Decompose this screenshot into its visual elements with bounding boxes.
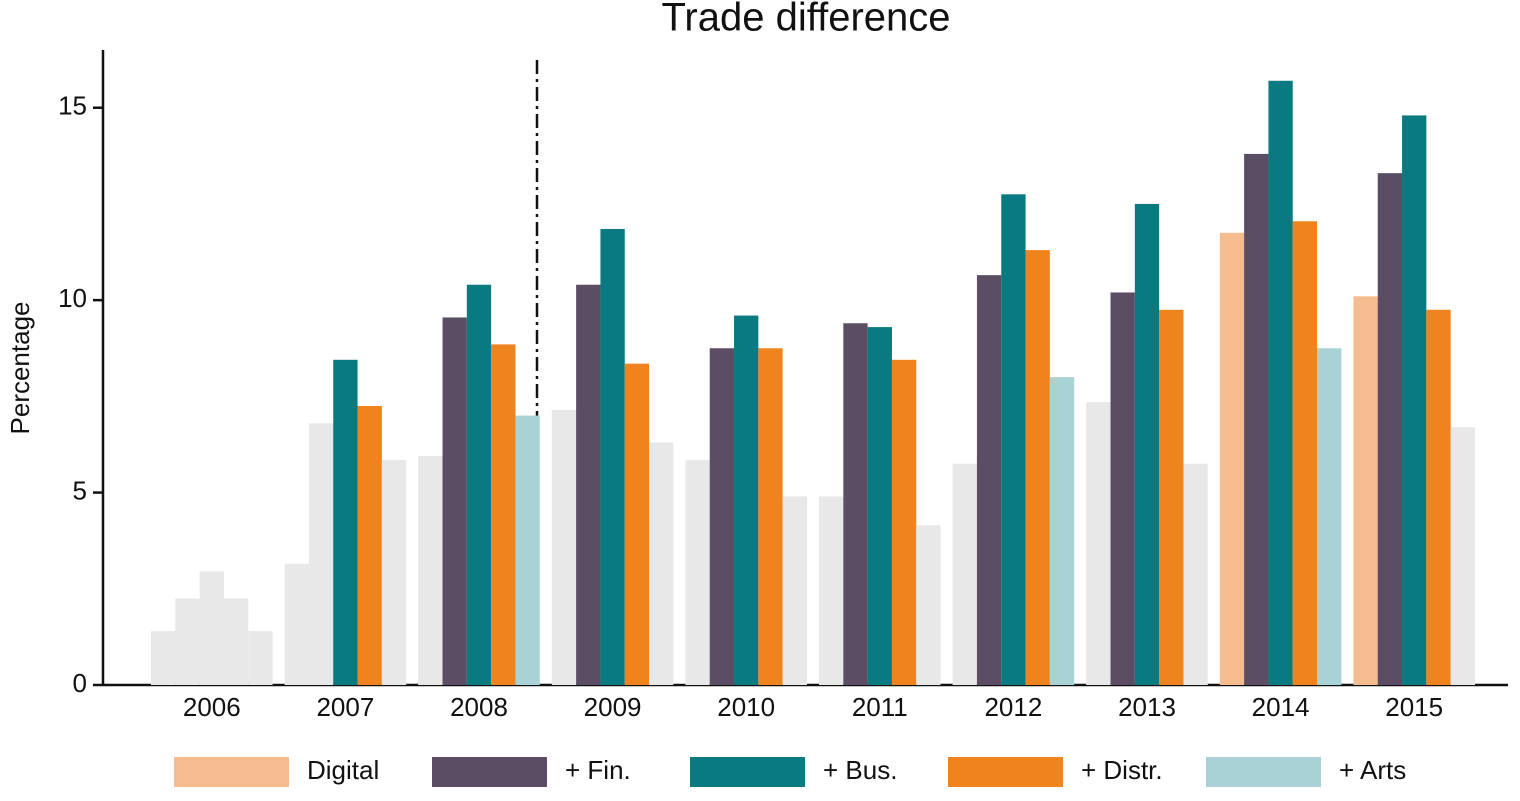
- bar: [1049, 377, 1075, 685]
- bar: [1001, 194, 1026, 685]
- bar: [867, 327, 892, 685]
- x-tick-label: 2011: [852, 692, 908, 722]
- bar: [782, 496, 807, 685]
- x-tick-label: 2013: [1118, 692, 1176, 722]
- bar: [891, 359, 917, 685]
- bar: [1268, 80, 1293, 685]
- bar: [418, 456, 443, 685]
- bar: [843, 323, 868, 685]
- bar: [357, 405, 382, 685]
- bar: [284, 563, 309, 685]
- bar: [758, 348, 783, 685]
- y-tick-label: 0: [73, 668, 87, 698]
- bar: [576, 284, 601, 685]
- x-tick-label: 2008: [450, 692, 508, 722]
- bar: [819, 496, 844, 685]
- y-tick-label: 10: [58, 283, 87, 313]
- bar: [308, 423, 334, 685]
- bar: [515, 415, 540, 685]
- bar: [1426, 309, 1451, 685]
- x-tick-label: 2009: [584, 692, 642, 722]
- bar: [600, 228, 625, 686]
- bar: [466, 284, 492, 685]
- bar: [1110, 292, 1135, 685]
- bar: [151, 631, 176, 685]
- bar: [624, 363, 650, 685]
- bar: [1402, 115, 1427, 685]
- bar: [952, 463, 977, 685]
- bar: [1317, 348, 1342, 685]
- legend-label: + Bus.: [823, 755, 897, 785]
- x-tick-label: 2006: [183, 692, 241, 722]
- bar: [1159, 309, 1184, 685]
- bar: [333, 359, 358, 685]
- legend-label: + Distr.: [1081, 755, 1163, 785]
- bar: [1353, 296, 1378, 685]
- x-tick-label: 2015: [1385, 692, 1443, 722]
- legend-swatch: [174, 757, 289, 787]
- legend-label: Digital: [307, 755, 379, 785]
- bar: [248, 631, 273, 685]
- legend-label: + Arts: [1339, 755, 1406, 785]
- bar: [381, 459, 407, 685]
- bar: [175, 598, 200, 685]
- bar: [491, 344, 516, 685]
- bar: [709, 348, 735, 685]
- x-tick-label: 2012: [984, 692, 1042, 722]
- legend-label: + Fin.: [565, 755, 631, 785]
- bar: [1025, 250, 1050, 685]
- y-tick-label: 5: [73, 475, 87, 505]
- bar: [1292, 221, 1318, 685]
- bar: [199, 571, 224, 685]
- bar: [223, 598, 249, 685]
- bar: [1086, 402, 1111, 685]
- bar: [1244, 153, 1269, 686]
- x-tick-label: 2014: [1252, 692, 1310, 722]
- chart-title: Trade difference: [661, 0, 950, 40]
- x-tick-label: 2007: [316, 692, 374, 722]
- bar: [1134, 203, 1160, 685]
- bar: [734, 315, 759, 685]
- legend-swatch: [1206, 757, 1321, 787]
- bar: [1183, 463, 1208, 685]
- legend-swatch: [948, 757, 1063, 787]
- y-tick-label: 15: [58, 91, 87, 121]
- bar: [649, 442, 674, 685]
- bar: [1219, 232, 1245, 685]
- legend-swatch: [432, 757, 547, 787]
- bar: [1377, 173, 1403, 685]
- bar: [442, 317, 467, 685]
- bar: [1450, 427, 1475, 685]
- legend-swatch: [690, 757, 805, 787]
- bar: [551, 409, 577, 685]
- bar: [685, 459, 710, 685]
- bar: [916, 525, 941, 685]
- x-tick-label: 2010: [717, 692, 775, 722]
- y-axis-label: Percentage: [5, 302, 35, 435]
- bar: [976, 275, 1002, 685]
